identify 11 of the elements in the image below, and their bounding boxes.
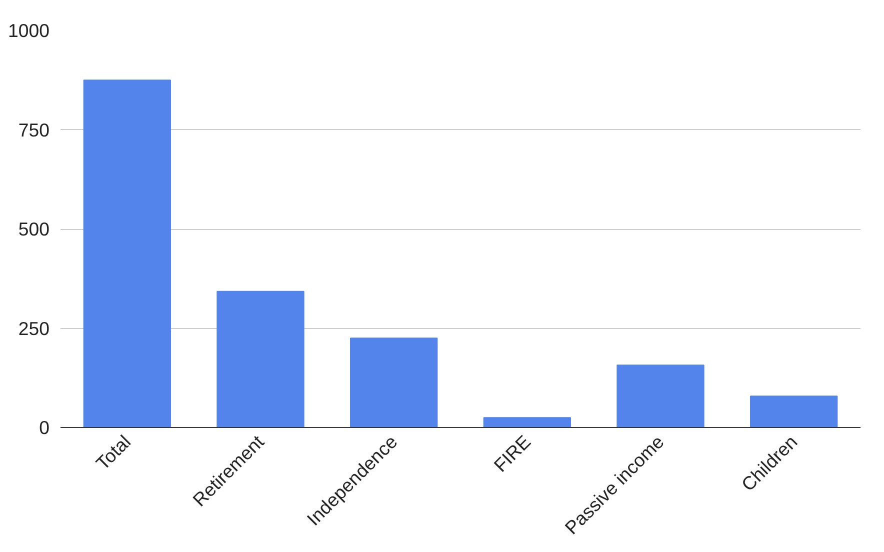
y-tick-label: 1000 [8,20,50,41]
bar [616,364,704,428]
bar [83,80,171,428]
y-tick-label: 250 [18,318,50,339]
y-tick-label: 0 [39,417,50,438]
bar [350,338,438,428]
y-tick-label: 750 [18,119,50,140]
bar [483,417,571,428]
bar [750,396,838,428]
bar [216,290,304,428]
y-tick-label: 500 [18,218,50,240]
